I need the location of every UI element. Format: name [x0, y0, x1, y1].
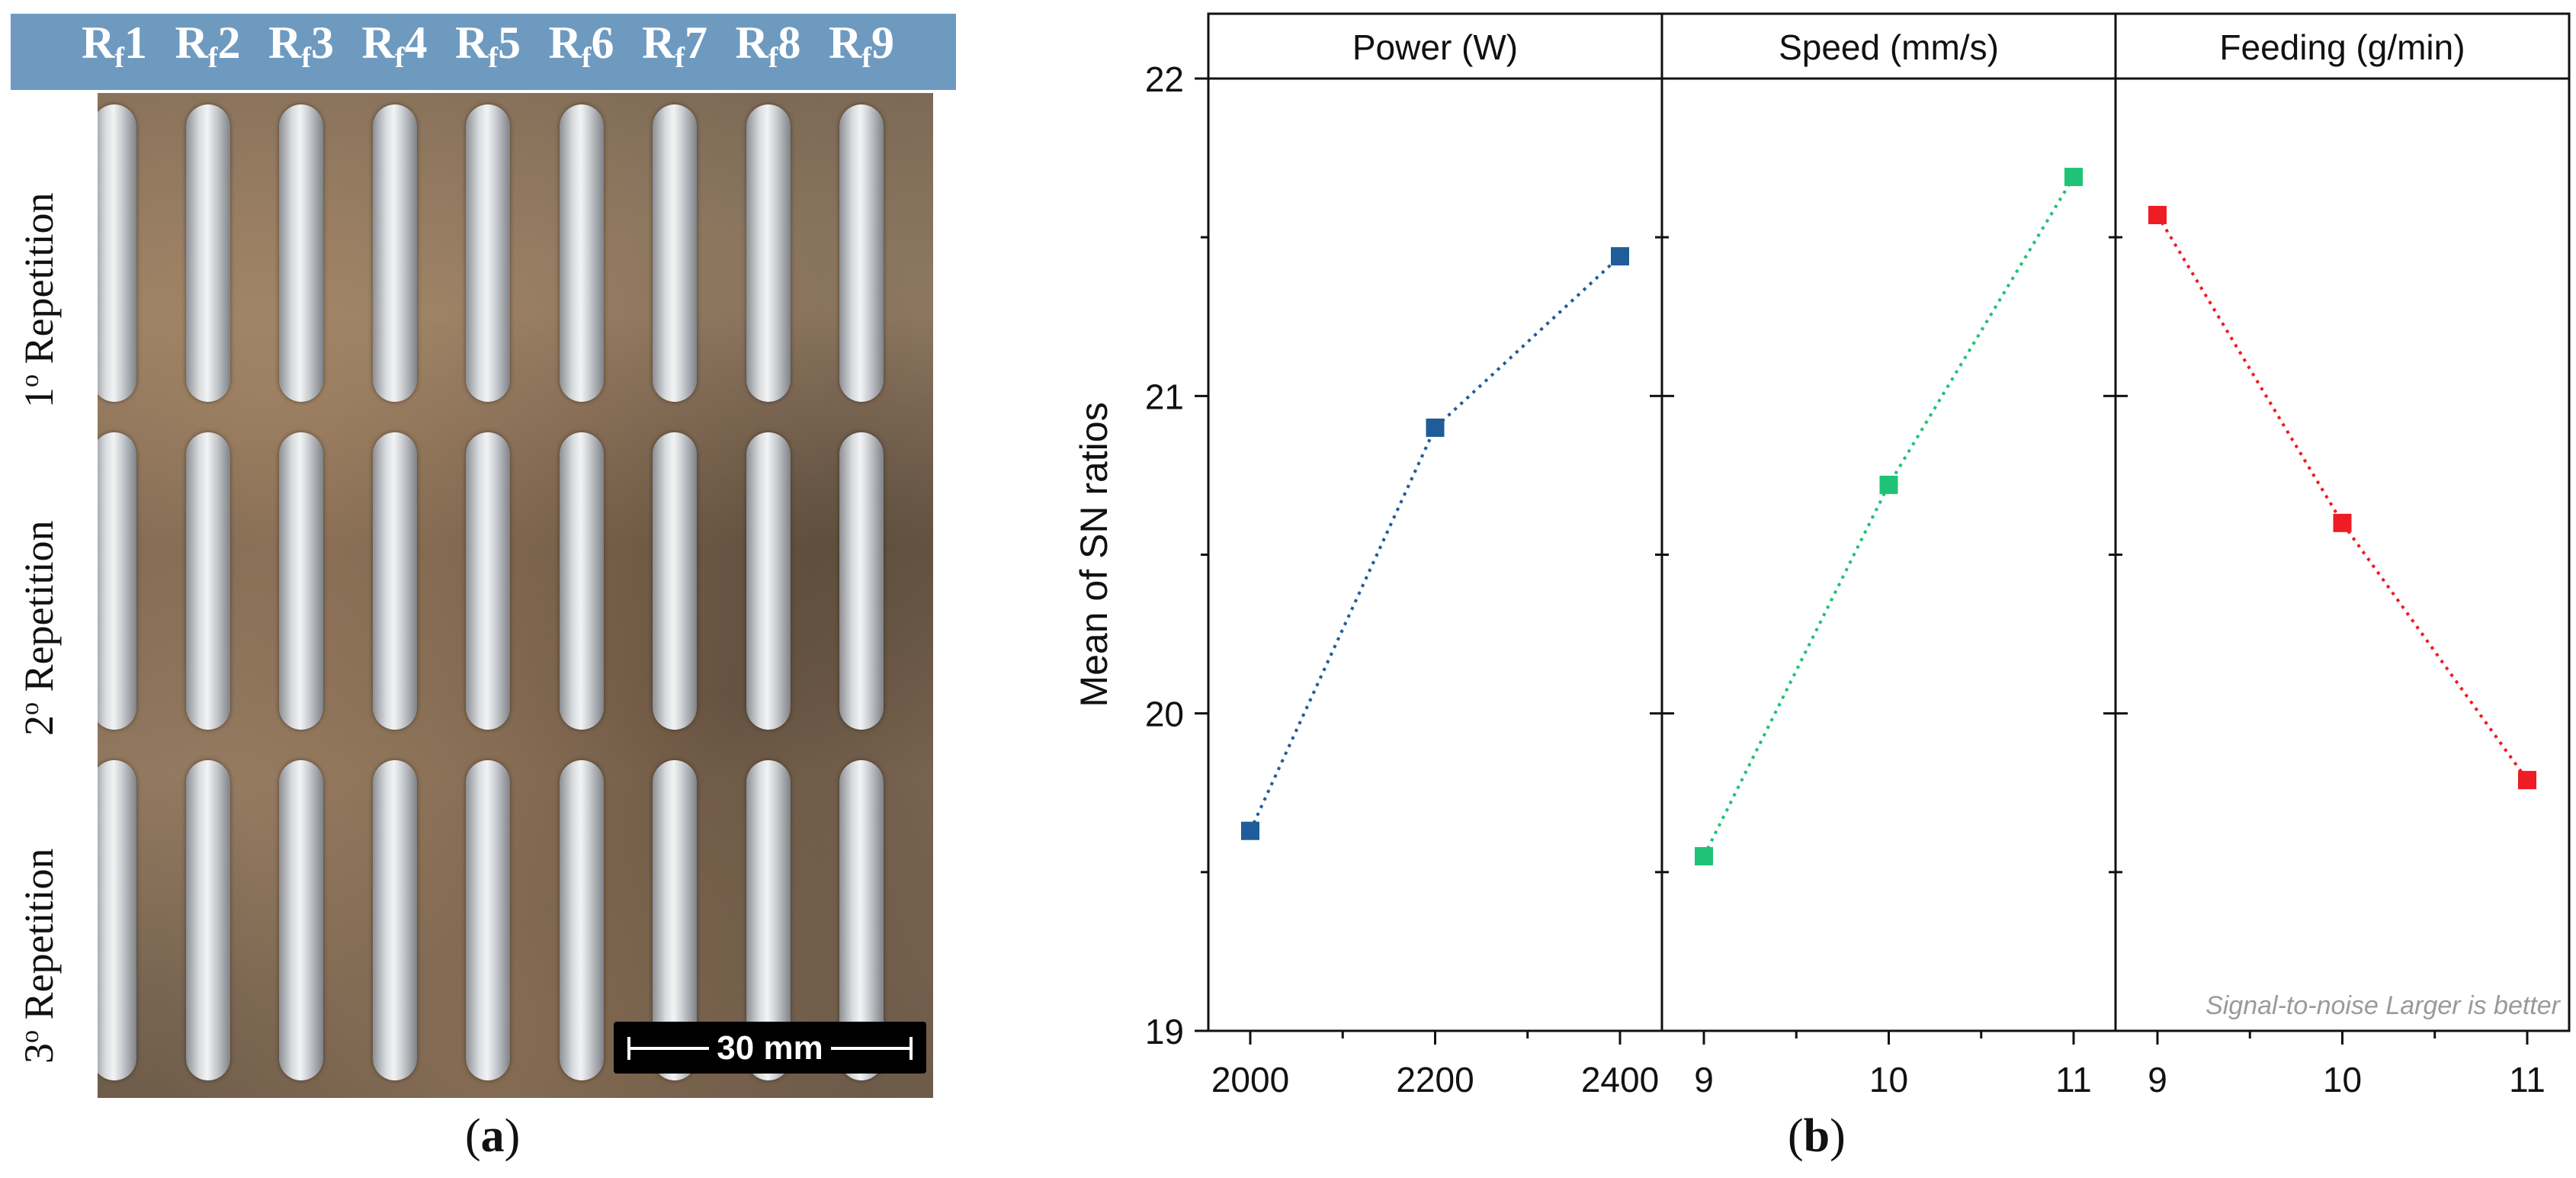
- column-label-6: Rf6: [548, 18, 614, 74]
- weld-bead: [839, 104, 884, 402]
- column-label-1: Rf1: [82, 18, 147, 74]
- weld-bead: [839, 432, 884, 730]
- weld-bead: [653, 104, 697, 402]
- caption-b-letter: b: [1803, 1110, 1830, 1162]
- caption-a-letter: a: [480, 1110, 505, 1162]
- plot-frame: [1207, 12, 2571, 1032]
- column-label-5: Rf5: [455, 18, 521, 74]
- x-tick-label: 9: [1694, 1060, 1714, 1099]
- x-tick-label: 10: [1869, 1060, 1908, 1099]
- data-point-marker: [1241, 821, 1259, 840]
- weld-bead: [98, 104, 136, 402]
- weld-bead: [372, 104, 417, 402]
- data-point-marker: [1879, 475, 1898, 494]
- caption-b: (b): [1788, 1109, 1846, 1164]
- figure-a: Rf1 Rf2 Rf3 Rf4 Rf5 Rf6 Rf7 Rf8 Rf9 1o Repetitio…: [0, 0, 991, 1178]
- weld-bead: [466, 104, 510, 402]
- row-label-2: 2o Repetition: [16, 520, 62, 736]
- weld-bead: [466, 432, 510, 730]
- column-label-3: Rf3: [268, 18, 334, 74]
- weld-bead: [279, 432, 323, 730]
- weld-bead: [746, 432, 791, 730]
- weld-bead: [98, 432, 136, 730]
- series-line-3: [2156, 213, 2529, 782]
- data-point-marker: [2148, 206, 2167, 225]
- main-effects-chart: 19 20 21 22 Mean of SN ratios Power (W) 2000 22…: [1073, 12, 2571, 1099]
- weld-bead: [466, 760, 510, 1080]
- data-point-marker: [2518, 771, 2536, 790]
- weld-bead: [746, 104, 791, 402]
- data-point-marker: [1695, 847, 1713, 866]
- panel-title-3: Feeding (g/min): [2219, 27, 2465, 67]
- y-axis-label: Mean of SN ratios: [1073, 402, 1115, 707]
- data-point-marker: [1611, 247, 1629, 266]
- x-tick-label: 11: [2509, 1060, 2546, 1099]
- photo-column-header-bar: [11, 14, 956, 90]
- column-label-2: Rf2: [175, 18, 241, 74]
- column-label-8: Rf8: [735, 18, 801, 74]
- row-label-1: 1o Repetition: [16, 192, 62, 408]
- panel-title-2: Speed (mm/s): [1779, 27, 1999, 67]
- weld-bead: [98, 760, 136, 1080]
- scale-bar: 30 mm: [614, 1022, 926, 1074]
- weld-bead: [559, 760, 604, 1080]
- column-label-7: Rf7: [642, 18, 707, 74]
- x-tick-label: 2400: [1581, 1060, 1659, 1099]
- column-label-9: Rf9: [829, 18, 894, 74]
- weld-bead: [279, 760, 323, 1080]
- x-tick-label: 2200: [1396, 1060, 1474, 1099]
- weld-bead: [279, 104, 323, 402]
- scale-bar-left-tick: [627, 1037, 630, 1060]
- weld-bead: [372, 760, 417, 1080]
- caption-a-close: ): [504, 1110, 521, 1162]
- x-tick-label: 9: [2148, 1060, 2167, 1099]
- scale-bar-label: 30 mm: [709, 1029, 831, 1067]
- data-point-marker: [1426, 418, 1445, 437]
- x-tick-label: 2000: [1211, 1060, 1289, 1099]
- column-label-4: Rf4: [361, 18, 428, 74]
- panel-title-1: Power (W): [1352, 27, 1518, 67]
- x-tick-label: 10: [2323, 1060, 2362, 1099]
- series-line-2: [1702, 176, 2075, 857]
- weld-bead: [185, 432, 230, 730]
- y-tick-label: 22: [1145, 59, 1184, 99]
- data-point-marker: [2333, 513, 2352, 532]
- scale-bar-right-tick: [909, 1037, 913, 1060]
- weld-bead: [653, 432, 697, 730]
- weld-bead: [559, 104, 604, 402]
- weld-bead: [559, 432, 604, 730]
- x-tick-label: 11: [2055, 1060, 2092, 1099]
- weld-bead-photo: [98, 93, 933, 1098]
- caption-b-open: (: [1788, 1110, 1804, 1162]
- y-tick-label: 20: [1145, 695, 1184, 734]
- y-tick-label: 21: [1145, 377, 1184, 416]
- chart-annotation: Signal-to-noise Larger is better: [2205, 991, 2562, 1020]
- weld-bead: [185, 104, 230, 402]
- data-point-marker: [2064, 168, 2083, 187]
- caption-a-open: (: [465, 1110, 481, 1162]
- caption-b-close: ): [1830, 1110, 1846, 1162]
- weld-bead: [372, 432, 417, 730]
- y-tick-label: 19: [1145, 1012, 1184, 1051]
- series-line-1: [1249, 255, 1622, 832]
- row-label-3: 3o Repetition: [16, 848, 62, 1064]
- caption-a: (a): [465, 1109, 520, 1164]
- weld-bead: [185, 760, 230, 1080]
